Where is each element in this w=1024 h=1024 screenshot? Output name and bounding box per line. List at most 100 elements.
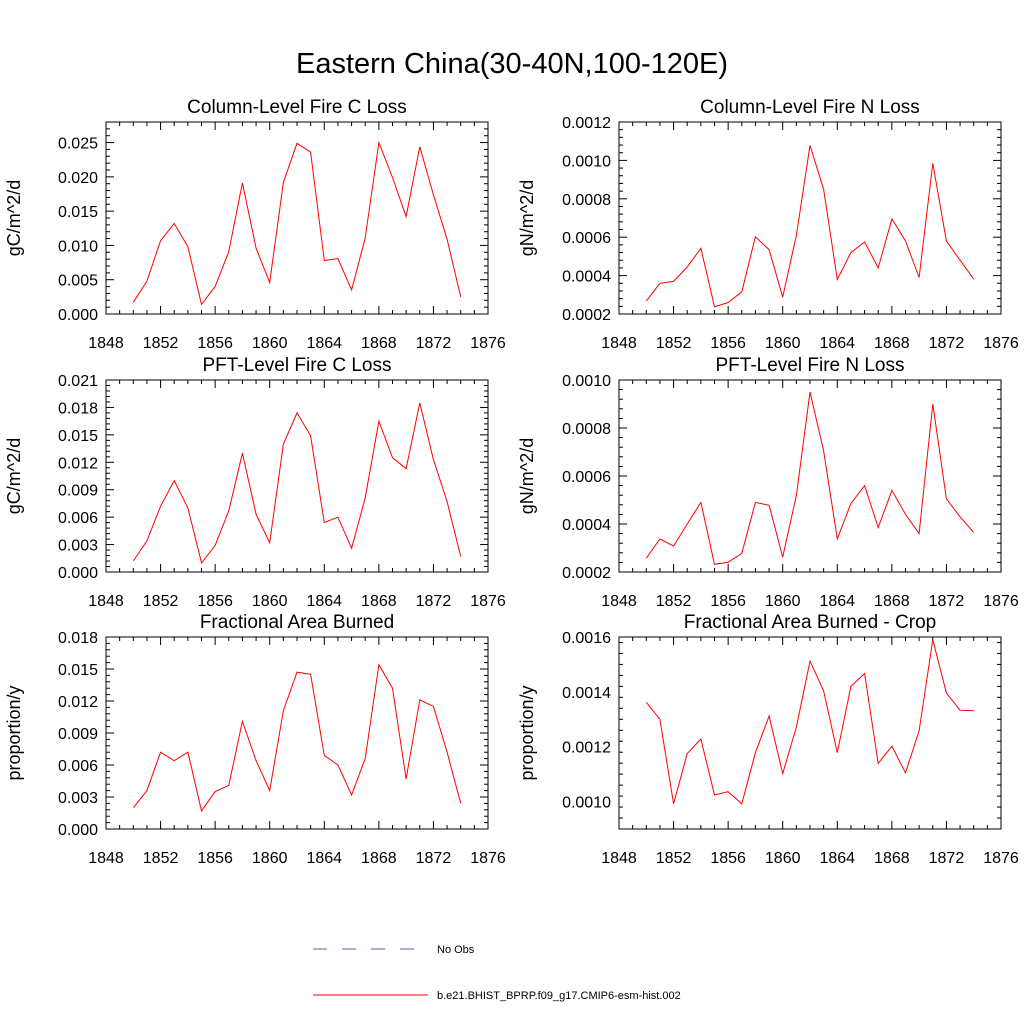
chart-panel-6: 1848 1852 1856 1860 1864 1868 1872 1876 0.0010 0.…: [517, 612, 1019, 867]
series-line: [132, 402, 462, 565]
data-point: [755, 502, 756, 503]
x-tick-label: 1876: [983, 335, 1019, 352]
data-point: [891, 746, 892, 747]
data-point: [392, 688, 393, 689]
data-point: [174, 480, 175, 481]
panel-title: Column-Level Fire C Loss: [187, 97, 407, 118]
x-tick-label: 1868: [874, 593, 910, 610]
y-tick-label: 0.0014: [562, 685, 611, 702]
x-tick-label: 1876: [983, 593, 1019, 610]
x-tick-label: 1848: [88, 335, 124, 352]
data-point: [324, 260, 325, 261]
y-tick-label: 0.012: [58, 455, 98, 472]
data-point: [337, 764, 338, 765]
data-point: [878, 763, 879, 764]
data-point: [242, 453, 243, 454]
data-point: [283, 182, 284, 183]
data-point: [242, 721, 243, 722]
x-tick-label: 1868: [874, 850, 910, 867]
data-point: [460, 296, 461, 297]
data-point: [864, 673, 865, 674]
panel-title: PFT-Level Fire N Loss: [716, 355, 905, 376]
data-point: [215, 791, 216, 792]
data-point: [823, 450, 824, 451]
data-point: [283, 710, 284, 711]
data-point: [228, 785, 229, 786]
data-point: [174, 223, 175, 224]
x-tick-label: 1872: [416, 850, 452, 867]
y-tick-label: 0.0010: [562, 795, 611, 812]
x-tick-label: 1860: [252, 335, 288, 352]
data-point: [296, 143, 297, 144]
y-tick-label: 0.0004: [562, 517, 611, 534]
data-point: [700, 738, 701, 739]
data-point: [946, 692, 947, 693]
data-point: [324, 755, 325, 756]
x-tick-label: 1864: [306, 593, 342, 610]
data-point: [932, 639, 933, 640]
data-point: [296, 672, 297, 673]
data-point: [160, 240, 161, 241]
data-point: [406, 778, 407, 779]
data-point: [160, 752, 161, 753]
data-point: [201, 562, 202, 563]
data-point: [406, 216, 407, 217]
data-point: [700, 248, 701, 249]
x-tick-label: 1856: [710, 335, 746, 352]
y-tick-label: 0.009: [58, 483, 98, 500]
data-point: [296, 412, 297, 413]
data-point: [646, 702, 647, 703]
data-point: [891, 218, 892, 219]
data-point: [337, 517, 338, 518]
x-tick-label: 1860: [765, 593, 801, 610]
y-tick-label: 0.010: [58, 238, 98, 255]
y-tick-label: 0.0008: [562, 192, 611, 209]
plot-frame: [105, 121, 489, 315]
x-tick-label: 1860: [765, 335, 801, 352]
data-point: [768, 715, 769, 716]
data-point: [255, 514, 256, 515]
x-tick-label: 1876: [983, 850, 1019, 867]
data-point: [146, 280, 147, 281]
series-line: [132, 663, 462, 813]
data-point: [891, 490, 892, 491]
x-tick-label: 1848: [88, 850, 124, 867]
data-point: [419, 699, 420, 700]
x-tick-label: 1860: [765, 850, 801, 867]
data-point: [755, 236, 756, 237]
x-tick-label: 1872: [929, 593, 965, 610]
x-tick-label: 1876: [470, 335, 506, 352]
data-point: [446, 239, 447, 240]
series-line: [645, 391, 975, 565]
data-point: [201, 304, 202, 305]
x-tick-label: 1852: [656, 593, 692, 610]
x-tick-label: 1860: [252, 593, 288, 610]
chart-panel-5: 1848 1852 1856 1860 1864 1868 1872 1876 0.000 0.0…: [4, 612, 506, 867]
data-point: [959, 516, 960, 517]
x-tick-label: 1868: [361, 335, 397, 352]
data-point: [673, 545, 674, 546]
chart-panel-1: 1848 1852 1856 1860 1864 1868 1872 1876 0.000 0.0…: [4, 97, 506, 352]
y-tick-label: 0.020: [58, 170, 98, 187]
data-point: [714, 306, 715, 307]
x-tick-label: 1868: [361, 593, 397, 610]
data-point: [959, 260, 960, 261]
data-point: [187, 507, 188, 508]
y-tick-label: 0.006: [58, 758, 98, 775]
data-point: [700, 502, 701, 503]
x-tick-label: 1864: [306, 335, 342, 352]
panel-title: PFT-Level Fire C Loss: [203, 355, 392, 376]
plot-frame: [618, 636, 1002, 830]
data-point: [741, 291, 742, 292]
data-point: [755, 752, 756, 753]
data-point: [946, 498, 947, 499]
data-point: [823, 690, 824, 691]
data-point: [878, 267, 879, 268]
x-tick-label: 1852: [143, 593, 179, 610]
data-point: [878, 527, 879, 528]
data-point: [433, 194, 434, 195]
data-point: [269, 790, 270, 791]
panels: 1848 1852 1856 1860 1864 1868 1872 1876 0.000 0.0…: [4, 97, 1019, 867]
chart-panel-2: 1848 1852 1856 1860 1864 1868 1872 1876 0.0002 0.…: [517, 97, 1019, 352]
